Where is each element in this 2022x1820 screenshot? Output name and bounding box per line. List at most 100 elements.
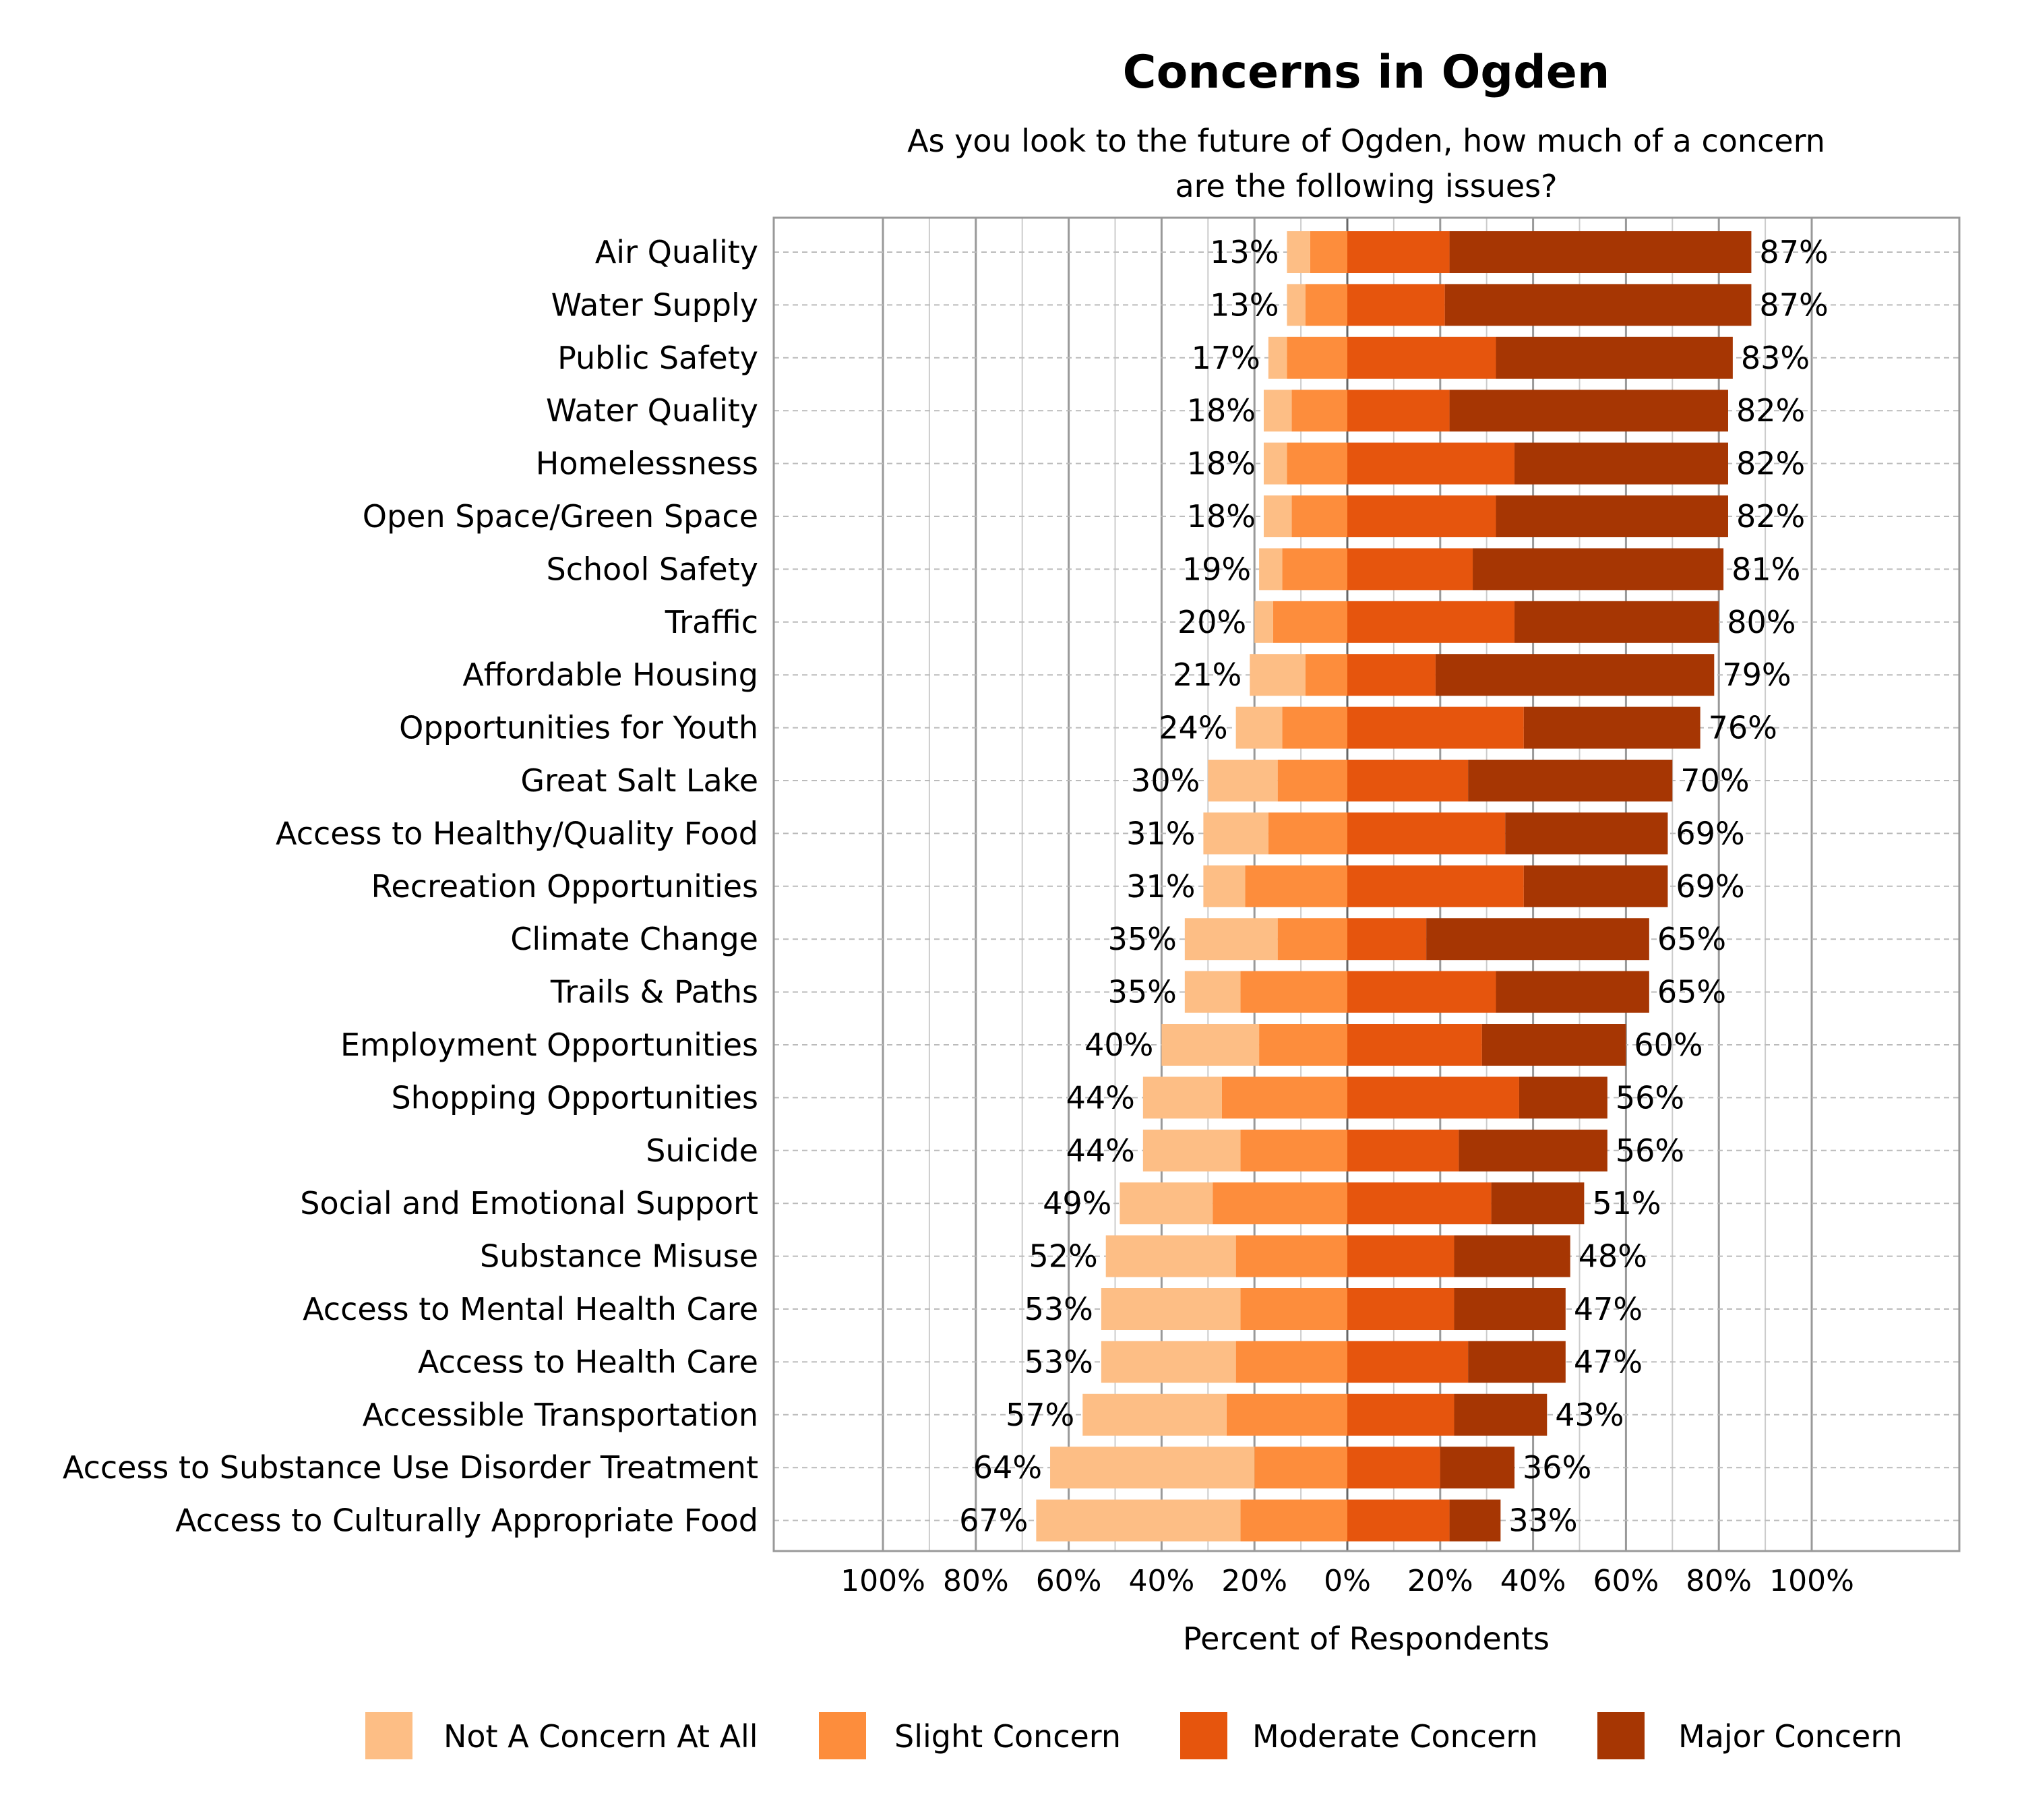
data-label-left: 31%	[1126, 868, 1195, 905]
data-label-left: 31%	[1126, 815, 1195, 851]
bar-segment-slight-concern	[1235, 1235, 1347, 1277]
category-label: Traffic	[665, 604, 758, 640]
bar-segment-moderate-concern	[1347, 971, 1496, 1013]
bar-segment-slight-concern	[1226, 1393, 1347, 1436]
bar-segment-moderate-concern	[1347, 1341, 1469, 1383]
x-axis-title: Percent of Respondents	[1183, 1620, 1550, 1657]
bar-segment-slight-concern	[1305, 654, 1347, 696]
chart-subtitle-line-1: As you look to the future of Ogden, how …	[907, 123, 1825, 159]
bar-segment-slight-concern	[1254, 1447, 1347, 1489]
legend-label: Slight Concern	[894, 1718, 1121, 1755]
data-label-right: 76%	[1709, 710, 1777, 746]
bar-segment-not-a-concern-at-all	[1142, 1129, 1241, 1172]
data-label-left: 44%	[1066, 1132, 1135, 1169]
data-label-left: 19%	[1182, 551, 1251, 587]
category-label: Public Safety	[557, 340, 758, 376]
data-label-left: 20%	[1177, 604, 1246, 640]
bar-segment-slight-concern	[1277, 760, 1347, 801]
data-label-right: 43%	[1555, 1397, 1624, 1433]
data-label-left: 35%	[1108, 974, 1177, 1010]
bar-segment-not-a-concern-at-all	[1263, 495, 1292, 537]
x-tick-label: 20%	[1221, 1564, 1287, 1598]
bar-segment-moderate-concern	[1347, 706, 1524, 749]
data-label-left: 53%	[1024, 1343, 1093, 1380]
category-label: Climate Change	[510, 921, 758, 957]
data-label-right: 69%	[1676, 815, 1744, 851]
legend-swatch	[819, 1712, 866, 1759]
bar-segment-major-concern	[1523, 865, 1668, 907]
bar-segment-not-a-concern-at-all	[1203, 865, 1246, 907]
chart-title: Concerns in Ogden	[1123, 46, 1610, 99]
bar-segment-not-a-concern-at-all	[1184, 971, 1241, 1013]
bar-segment-not-a-concern-at-all	[1161, 1024, 1260, 1066]
x-tick-label: 20%	[1407, 1564, 1473, 1598]
category-label: Shopping Opportunities	[391, 1079, 758, 1116]
data-label-left: 53%	[1024, 1291, 1093, 1327]
category-label: Access to Substance Use Disorder Treatme…	[63, 1449, 758, 1486]
bar-segment-not-a-concern-at-all	[1184, 918, 1278, 961]
category-label: Great Salt Lake	[520, 762, 758, 799]
labels: Air Quality 13% 87% Water Supply 13% 87% Publi…	[63, 234, 1829, 1539]
data-label-right: 65%	[1657, 921, 1726, 957]
bar-segment-moderate-concern	[1347, 231, 1450, 273]
legend-label: Major Concern	[1678, 1718, 1903, 1755]
category-label: Access to Culturally Appropriate Food	[175, 1503, 758, 1539]
bar-segment-moderate-concern	[1347, 760, 1469, 801]
data-label-left: 57%	[1006, 1397, 1074, 1433]
bar-segment-major-concern	[1454, 1288, 1566, 1330]
category-label: Homelessness	[536, 446, 758, 482]
bar-segment-slight-concern	[1287, 442, 1347, 485]
data-label-right: 82%	[1736, 498, 1805, 535]
bar-segment-major-concern	[1519, 1076, 1607, 1119]
bar-segment-major-concern	[1444, 284, 1752, 326]
bar-segment-moderate-concern	[1347, 1447, 1440, 1489]
bar-segment-not-a-concern-at-all	[1250, 654, 1306, 696]
data-label-right: 82%	[1736, 392, 1805, 429]
category-label: Water Quality	[546, 392, 758, 429]
x-tick-label: 60%	[1593, 1564, 1659, 1598]
bar-segment-moderate-concern	[1347, 918, 1427, 961]
x-tick-label: 0%	[1324, 1564, 1371, 1598]
bar-segment-slight-concern	[1287, 336, 1347, 379]
data-label-left: 52%	[1029, 1238, 1097, 1275]
bar-segment-not-a-concern-at-all	[1235, 706, 1283, 749]
data-label-right: 47%	[1574, 1343, 1643, 1380]
bar-segment-major-concern	[1523, 706, 1701, 749]
category-label: Water Supply	[551, 286, 758, 323]
bar-segment-moderate-concern	[1347, 1182, 1492, 1225]
bar-segment-slight-concern	[1282, 548, 1347, 590]
bar-segment-moderate-concern	[1347, 1288, 1454, 1330]
bar-segment-slight-concern	[1291, 390, 1347, 432]
bar-segment-major-concern	[1514, 442, 1728, 485]
data-label-right: 56%	[1616, 1079, 1684, 1116]
data-label-left: 18%	[1187, 446, 1256, 482]
bar-segment-moderate-concern	[1347, 390, 1450, 432]
bar-segment-not-a-concern-at-all	[1208, 760, 1278, 801]
data-label-right: 47%	[1574, 1291, 1643, 1327]
category-label: Open Space/Green Space	[363, 498, 758, 535]
bar-segment-slight-concern	[1305, 284, 1347, 326]
bar-segment-major-concern	[1496, 336, 1733, 379]
bar-segment-major-concern	[1468, 760, 1673, 801]
bar-segment-slight-concern	[1310, 231, 1347, 273]
bar-segment-major-concern	[1505, 812, 1668, 855]
bar-segment-not-a-concern-at-all	[1101, 1288, 1241, 1330]
bar-segment-moderate-concern	[1347, 284, 1445, 326]
bar-segment-moderate-concern	[1347, 654, 1436, 696]
bar-segment-major-concern	[1481, 1024, 1626, 1066]
category-label: School Safety	[547, 551, 758, 587]
bar-segment-not-a-concern-at-all	[1120, 1182, 1213, 1225]
x-tick-label: 60%	[1036, 1564, 1102, 1598]
bar-segment-major-concern	[1496, 495, 1728, 537]
data-label-right: 56%	[1616, 1132, 1684, 1169]
data-label-right: 48%	[1579, 1238, 1647, 1275]
bar-segment-slight-concern	[1291, 495, 1347, 537]
data-label-right: 82%	[1736, 446, 1805, 482]
bar-segment-major-concern	[1473, 548, 1724, 590]
data-label-left: 13%	[1210, 234, 1279, 270]
category-label: Opportunities for Youth	[399, 710, 758, 746]
bar-segment-not-a-concern-at-all	[1254, 601, 1273, 643]
bar-segment-major-concern	[1440, 1447, 1515, 1489]
data-label-left: 64%	[973, 1449, 1042, 1486]
bar-segment-major-concern	[1449, 1499, 1501, 1542]
